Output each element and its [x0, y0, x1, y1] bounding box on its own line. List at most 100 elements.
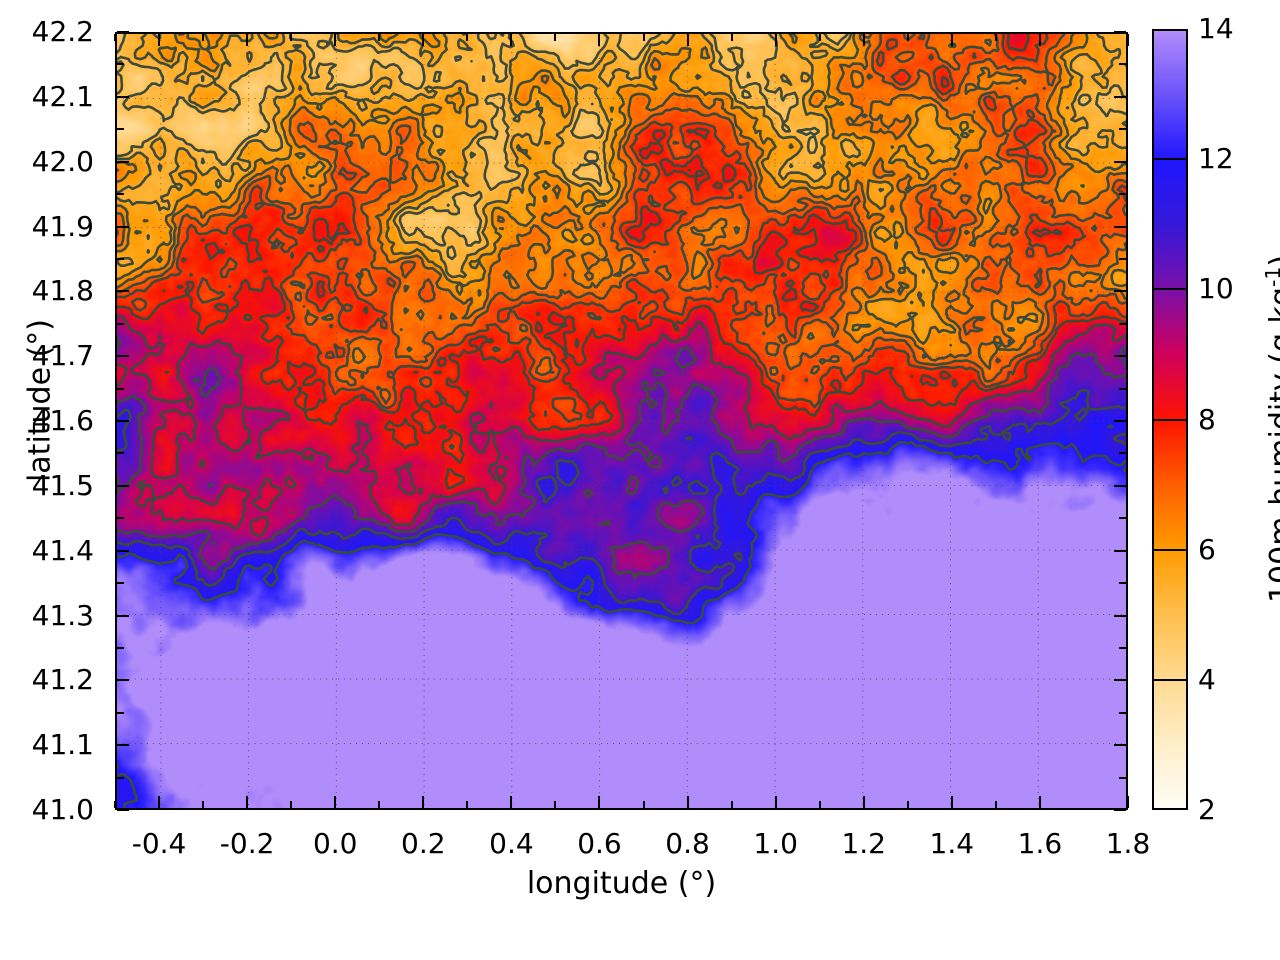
y-tick-major-right	[1114, 484, 1126, 487]
x-tick-minor-top	[202, 34, 205, 41]
x-tick-label: -0.2	[219, 827, 275, 860]
x-tick-major	[774, 796, 777, 808]
y-tick-label: 41.7	[31, 339, 94, 373]
x-tick-minor	[466, 801, 469, 808]
y-tick-major-right	[1114, 809, 1126, 811]
colorbar-tick-label: 8	[1198, 402, 1216, 436]
y-tick-label: 41.4	[31, 533, 94, 567]
x-tick-major	[334, 796, 337, 808]
x-tick-minor-top	[994, 34, 997, 41]
x-tick-minor	[114, 801, 116, 808]
x-tick-major-top	[598, 34, 601, 46]
y-tick-label: 42.0	[31, 144, 94, 178]
colorbar-tick	[1152, 288, 1188, 291]
x-tick-major-top	[334, 34, 337, 46]
y-tick-major-right	[1114, 549, 1126, 552]
y-tick-major	[117, 160, 129, 163]
x-tick-major-top	[246, 34, 249, 46]
x-tick-major	[686, 796, 689, 808]
y-tick-minor	[117, 63, 124, 66]
colorbar-title-main: 100m-humidity (g kg	[1264, 287, 1280, 604]
x-tick-major-top	[774, 34, 777, 46]
y-tick-major	[117, 225, 129, 228]
x-tick-major	[246, 796, 249, 808]
y-tick-major-right	[1114, 614, 1126, 617]
x-tick-minor-top	[554, 34, 557, 41]
y-tick-minor-right	[1119, 452, 1126, 455]
y-tick-major	[117, 31, 129, 33]
y-axis-title: latitude (°)	[22, 318, 58, 483]
colorbar-tick-label: 4	[1198, 662, 1216, 696]
y-tick-minor	[117, 711, 124, 714]
colorbar-tick-label: 6	[1198, 532, 1216, 566]
x-tick-minor	[378, 801, 381, 808]
y-tick-minor-right	[1119, 646, 1126, 649]
y-tick-label: 41.2	[31, 663, 94, 697]
x-tick-minor	[994, 801, 997, 808]
y-tick-major-right	[1114, 225, 1126, 228]
y-tick-major-right	[1114, 355, 1126, 358]
x-tick-major-top	[686, 34, 689, 46]
y-tick-minor	[117, 517, 124, 520]
y-tick-major-right	[1114, 31, 1126, 33]
x-tick-major	[1127, 796, 1129, 808]
x-tick-label: 0.2	[401, 827, 446, 860]
y-tick-label: 42.1	[31, 79, 94, 113]
x-tick-minor	[818, 801, 821, 808]
x-tick-label: -0.4	[131, 827, 187, 860]
y-tick-major	[117, 420, 129, 422]
colorbar-title-exponent: -1	[1261, 266, 1280, 288]
y-tick-major-right	[1114, 290, 1126, 293]
y-tick-label: 41.5	[31, 468, 94, 502]
contour-lines	[117, 34, 1126, 808]
y-tick-minor-right	[1119, 582, 1126, 585]
y-tick-minor-right	[1119, 193, 1126, 196]
x-tick-label: 0.4	[489, 827, 534, 860]
y-tick-major	[117, 679, 129, 682]
y-tick-minor	[117, 646, 124, 649]
x-tick-major-top	[158, 34, 161, 46]
y-tick-minor-right	[1119, 63, 1126, 66]
x-tick-label: 1.2	[841, 827, 886, 860]
y-tick-label: 41.3	[31, 598, 94, 632]
x-tick-major	[1038, 796, 1041, 808]
colorbar-title-tail: )	[1264, 255, 1280, 267]
x-tick-major-top	[950, 34, 953, 46]
y-tick-label: 41.9	[31, 209, 94, 243]
y-tick-minor-right	[1119, 776, 1126, 779]
y-tick-label: 41.1	[31, 728, 94, 762]
y-tick-major	[117, 290, 129, 293]
y-tick-minor	[117, 193, 124, 196]
y-tick-major-right	[1114, 160, 1126, 163]
x-tick-minor-top	[818, 34, 821, 41]
x-tick-minor	[730, 801, 733, 808]
y-tick-major-right	[1114, 744, 1126, 747]
colorbar-tick	[1152, 158, 1188, 161]
x-tick-major	[598, 796, 601, 808]
x-tick-minor-top	[378, 34, 381, 41]
y-tick-minor	[117, 128, 124, 131]
gridlines	[117, 34, 1126, 808]
y-tick-major-right	[1114, 95, 1126, 98]
map-plot-area	[115, 32, 1128, 810]
y-tick-major	[117, 355, 129, 358]
x-tick-label: 1.4	[929, 827, 975, 860]
x-tick-label: 1.0	[753, 827, 798, 860]
y-tick-minor	[117, 322, 124, 325]
y-tick-major-right	[1114, 679, 1126, 682]
x-tick-minor-top	[114, 34, 116, 41]
x-tick-label: 0.8	[665, 827, 710, 860]
x-tick-major-top	[862, 34, 865, 46]
y-tick-minor-right	[1119, 322, 1126, 325]
y-tick-major	[117, 95, 129, 98]
colorbar-tick-label: 10	[1198, 272, 1234, 306]
y-tick-minor	[117, 452, 124, 455]
y-tick-major-right	[1114, 420, 1126, 422]
x-tick-label: 1.8	[1105, 827, 1151, 860]
y-tick-label: 41.0	[31, 793, 94, 826]
y-tick-minor-right	[1119, 517, 1126, 520]
y-tick-minor-right	[1119, 711, 1126, 714]
y-tick-label: 41.8	[31, 274, 94, 308]
x-tick-minor	[642, 801, 645, 808]
